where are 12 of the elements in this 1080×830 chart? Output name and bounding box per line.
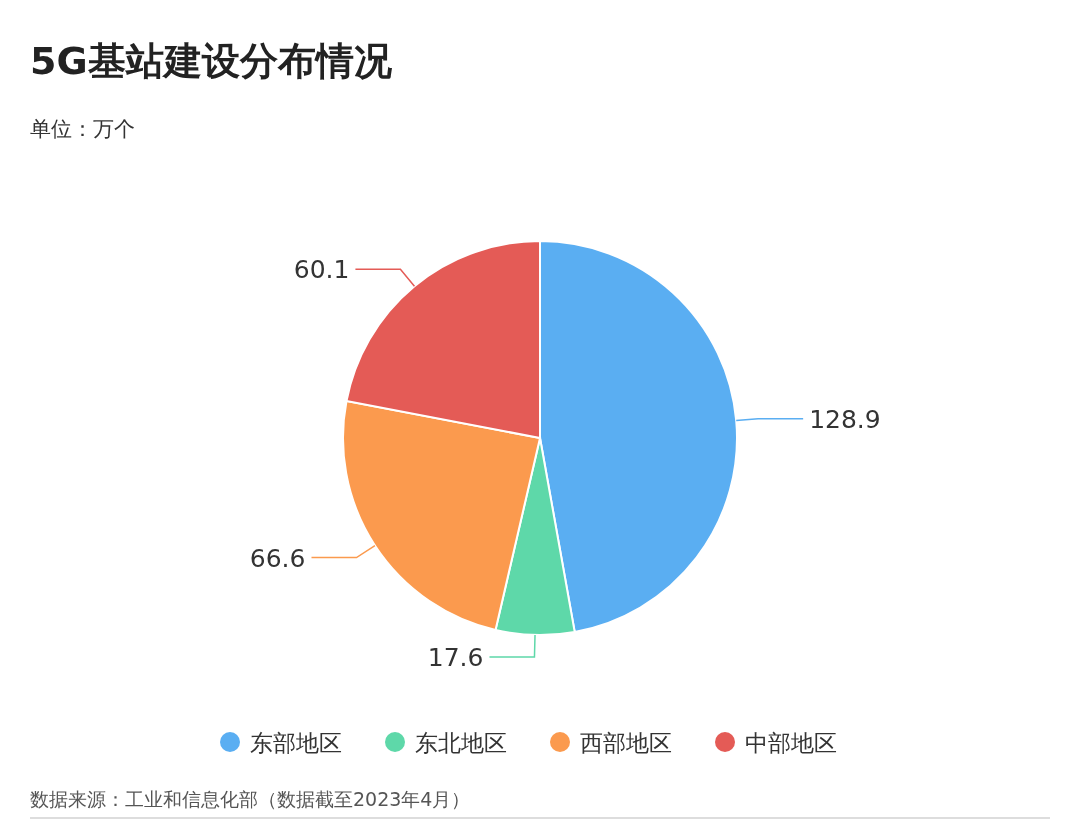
chart-subtitle: 单位：万个 [30, 117, 135, 141]
source-note: 数据来源：工业和信息化部（数据截至2023年4月） [30, 788, 471, 810]
legend-label: 东北地区 [415, 730, 507, 756]
data-label: 60.1 [293, 255, 350, 285]
legend-label: 西部地区 [580, 730, 672, 756]
data-label: 17.6 [427, 642, 484, 672]
pie-slice [345, 240, 541, 439]
chart-title: 5G基站建设分布情况 [30, 39, 392, 83]
legend-label: 中部地区 [745, 730, 837, 756]
data-label: 128.9 [809, 404, 881, 434]
legend-label: 东部地区 [250, 730, 342, 756]
data-label: 66.6 [249, 543, 306, 573]
